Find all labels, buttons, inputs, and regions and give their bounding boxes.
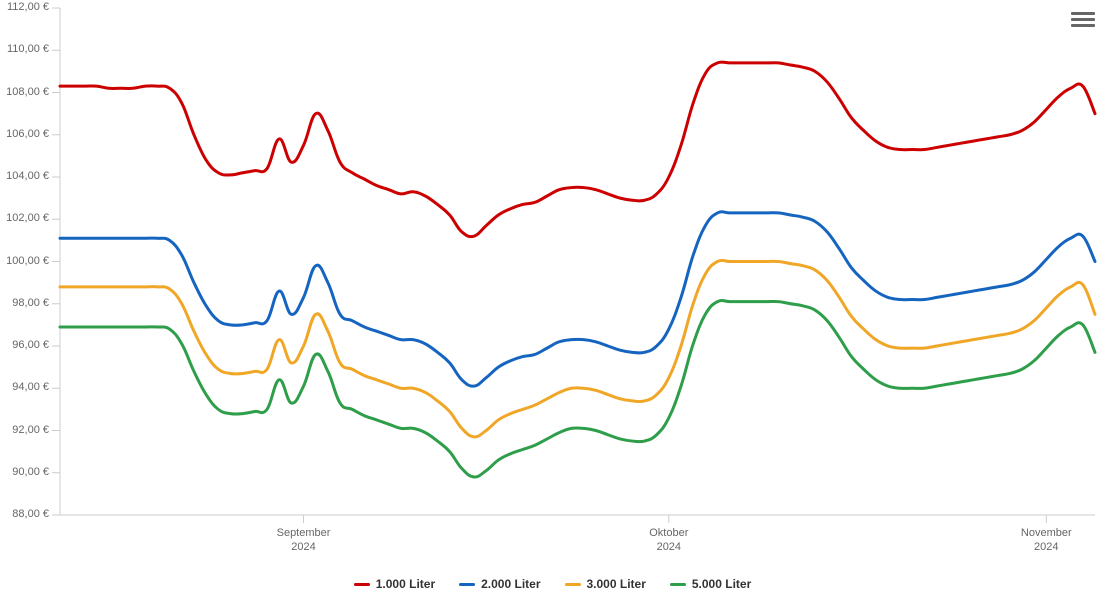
legend-label: 2.000 Liter (481, 577, 540, 591)
y-axis-label: 106,00 € (6, 128, 49, 140)
chart-plot-area (0, 0, 1105, 603)
y-axis-label: 110,00 € (7, 43, 49, 55)
y-axis-label: 100,00 € (6, 255, 49, 267)
series-line (60, 62, 1095, 237)
y-axis-label: 94,00 € (12, 381, 49, 393)
y-axis-label: 88,00 € (12, 508, 49, 520)
price-chart: 1.000 Liter 2.000 Liter 3.000 Liter 5.000 L… (0, 0, 1105, 603)
x-axis-label: November2024 (1021, 526, 1072, 555)
y-axis-label: 96,00 € (12, 339, 49, 351)
y-axis-label: 98,00 € (12, 297, 49, 309)
x-axis-label: Oktober2024 (649, 526, 688, 555)
series-line (60, 212, 1095, 386)
y-axis-label: 108,00 € (6, 86, 49, 98)
y-axis-label: 92,00 € (12, 424, 49, 436)
legend-label: 3.000 Liter (587, 577, 646, 591)
x-axis-label: September2024 (277, 526, 331, 555)
y-axis-label: 90,00 € (12, 466, 49, 478)
legend-swatch (459, 583, 475, 586)
y-axis-label: 112,00 € (7, 1, 49, 13)
legend-swatch (670, 583, 686, 586)
y-axis-label: 102,00 € (6, 212, 49, 224)
legend-item[interactable]: 1.000 Liter (354, 577, 435, 591)
legend-label: 1.000 Liter (376, 577, 435, 591)
legend-swatch (565, 583, 581, 586)
legend-item[interactable]: 5.000 Liter (670, 577, 751, 591)
legend-swatch (354, 583, 370, 586)
legend-label: 5.000 Liter (692, 577, 751, 591)
legend-item[interactable]: 3.000 Liter (565, 577, 646, 591)
chart-legend: 1.000 Liter 2.000 Liter 3.000 Liter 5.000 L… (0, 577, 1105, 591)
y-axis-label: 104,00 € (6, 170, 49, 182)
legend-item[interactable]: 2.000 Liter (459, 577, 540, 591)
series-line (60, 260, 1095, 436)
